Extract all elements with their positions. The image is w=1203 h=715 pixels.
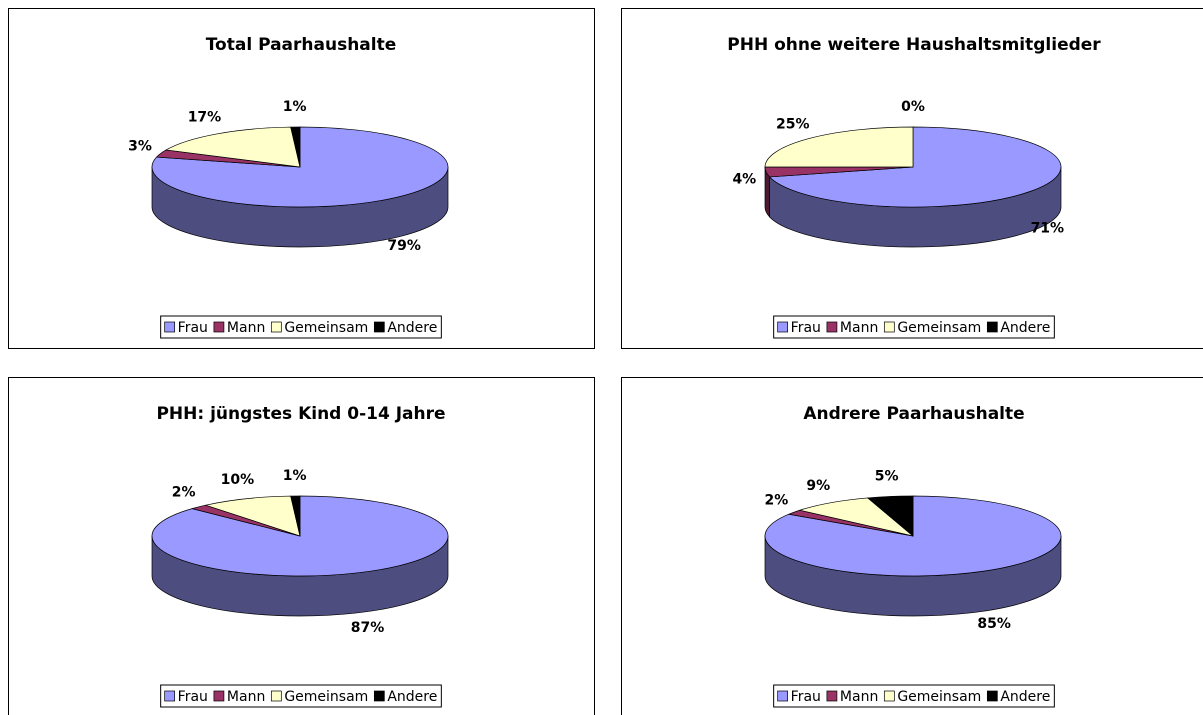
pie-slice — [290, 495, 301, 537]
legend-label: Frau — [791, 689, 821, 705]
data-label: 79% — [387, 238, 421, 254]
pie-slice — [290, 126, 301, 168]
chart-panel: PHH ohne weitere Haushaltsmitglieder 71% 4… — [621, 8, 1203, 349]
legend-label: Gemeinsam — [284, 320, 368, 336]
legend-label: Mann — [840, 689, 878, 705]
data-label: 4% — [732, 172, 756, 188]
legend-frame — [773, 315, 1055, 339]
data-label: 5% — [875, 469, 899, 485]
legend-label: Mann — [227, 689, 265, 705]
legend-swatch — [777, 321, 789, 333]
legend-swatch — [883, 690, 895, 702]
legend-label: Frau — [178, 320, 208, 336]
chart-panel: Andrere Paarhaushalte 85% 2% 9% 5% Frau Mann Ge… — [621, 377, 1203, 715]
chart-panel: PHH: jüngstes Kind 0-14 Jahre 87% 2% 10% 1% F… — [8, 377, 595, 715]
chart-panel: Total Paarhaushalte 79% 3% 17% 1% Frau Mann Gem… — [8, 8, 595, 349]
legend-label: Andere — [387, 320, 437, 336]
legend-label: Andere — [1000, 320, 1050, 336]
data-label: 1% — [283, 99, 307, 115]
legend-swatch — [986, 321, 998, 333]
legend-label: Frau — [791, 320, 821, 336]
legend-swatch — [213, 321, 225, 333]
legend-swatch — [270, 321, 282, 333]
legend-swatch — [164, 690, 176, 702]
chart-title: Total Paarhaushalte — [206, 35, 397, 55]
legend-label: Mann — [840, 320, 878, 336]
chart-title: Andrere Paarhaushalte — [803, 404, 1024, 424]
data-label: 1% — [283, 468, 307, 484]
legend-swatch — [373, 321, 385, 333]
legend-swatch — [213, 690, 225, 702]
pie-slice — [768, 126, 1062, 208]
legend-label: Frau — [178, 689, 208, 705]
data-label: 71% — [1031, 220, 1065, 236]
pie-slice — [204, 495, 301, 537]
pie-slice — [798, 497, 914, 537]
legend: Frau Mann Gemeinsam Andere — [160, 315, 442, 339]
pie-slice — [764, 126, 914, 168]
legend-label: Mann — [227, 320, 265, 336]
legend-swatch — [164, 321, 176, 333]
legend-swatch — [373, 690, 385, 702]
data-label: 10% — [221, 472, 255, 488]
legend-label: Andere — [387, 689, 437, 705]
pie-slice — [866, 495, 914, 537]
data-label: 3% — [128, 139, 152, 155]
legend-swatch — [270, 690, 282, 702]
legend-frame — [773, 684, 1055, 708]
legend-frame — [160, 684, 442, 708]
data-label: 2% — [172, 484, 196, 500]
legend: Frau Mann Gemeinsam Andere — [160, 684, 442, 708]
legend-label: Andere — [1000, 689, 1050, 705]
legend-swatch — [826, 321, 838, 333]
legend-frame — [160, 315, 442, 339]
pie-slice — [165, 126, 301, 168]
legend-swatch — [777, 690, 789, 702]
data-label: 25% — [776, 117, 810, 133]
legend-swatch — [883, 321, 895, 333]
data-label: 87% — [351, 620, 385, 636]
legend: Frau Mann Gemeinsam Andere — [773, 315, 1055, 339]
legend-label: Gemeinsam — [897, 320, 981, 336]
data-label: 9% — [806, 478, 830, 494]
legend-label: Gemeinsam — [897, 689, 981, 705]
legend-swatch — [986, 690, 998, 702]
data-label: 17% — [188, 109, 222, 125]
data-label: 0% — [901, 99, 925, 115]
legend-label: Gemeinsam — [284, 689, 368, 705]
data-label: 85% — [977, 616, 1011, 632]
legend-swatch — [826, 690, 838, 702]
chart-title: PHH ohne weitere Haushaltsmitglieder — [727, 35, 1101, 55]
chart-title: PHH: jüngstes Kind 0-14 Jahre — [156, 404, 445, 424]
data-label: 2% — [765, 492, 789, 508]
legend: Frau Mann Gemeinsam Andere — [773, 684, 1055, 708]
